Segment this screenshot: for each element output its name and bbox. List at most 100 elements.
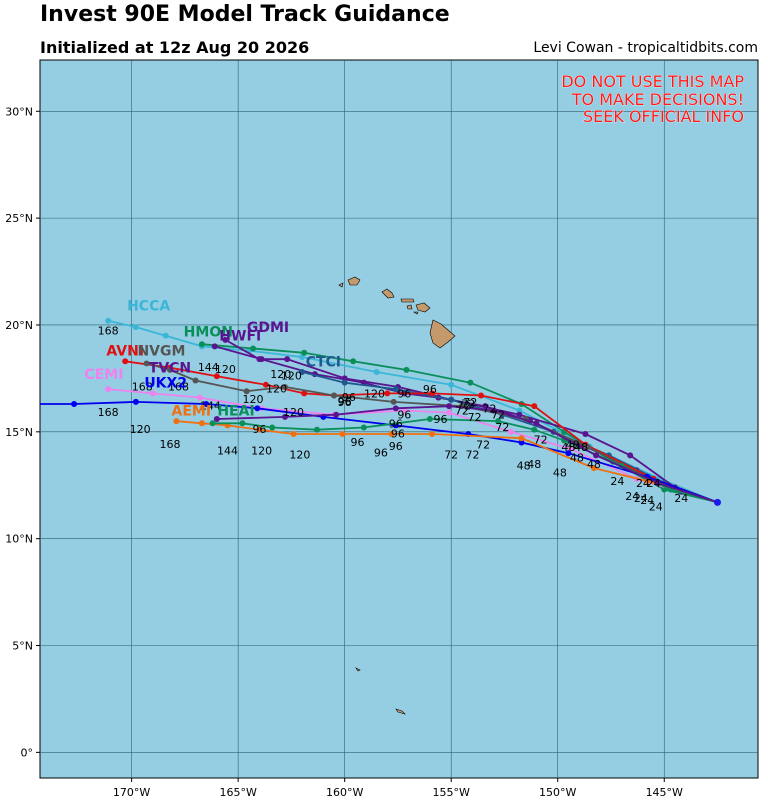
track-point-nvgm <box>192 377 199 384</box>
hour-label: 24 <box>625 490 639 503</box>
track-point-ukx2 <box>203 401 210 408</box>
warning-line-2: TO MAKE DECISIONS! <box>571 90 744 109</box>
track-point-hmon <box>403 366 410 373</box>
track-point-gdmi <box>582 430 589 437</box>
island-lanai <box>406 304 413 310</box>
track-point-aemi <box>429 430 436 437</box>
islet-south-1 <box>355 667 361 672</box>
warning-line-1: DO NOT USE THIS MAP <box>561 72 744 91</box>
track-point-avni <box>262 381 269 388</box>
hour-label: 24 <box>640 494 654 507</box>
ocean-background <box>39 59 759 779</box>
lat-tick-label: 20°N <box>5 319 33 332</box>
hour-label: 48 <box>517 459 531 472</box>
model-name-gdmi: GDMI <box>247 320 289 336</box>
lon-tick-label: 160°W <box>326 786 363 799</box>
map-title: Invest 90E Model Track Guidance <box>40 2 450 27</box>
track-point-nvgm <box>143 360 150 367</box>
track-point-hcca <box>162 332 169 339</box>
track-point-gdmi <box>284 356 291 363</box>
track-point-hmon <box>467 379 474 386</box>
hour-label: 168 <box>98 406 119 419</box>
hour-label: 48 <box>527 458 541 471</box>
hour-label: 96 <box>350 436 364 449</box>
hour-label: 96 <box>342 391 356 404</box>
hour-label: 96 <box>338 395 352 408</box>
lon-tick-label: 145°W <box>646 786 683 799</box>
hour-label: 96 <box>252 423 266 436</box>
hour-label: 48 <box>574 441 588 454</box>
track-point-cemi <box>446 409 453 416</box>
track-point-heai <box>495 418 502 425</box>
track-point-gdmi <box>627 452 634 459</box>
track-point-nvgm <box>243 388 250 395</box>
hour-label: 72 <box>444 449 458 462</box>
hour-label: 120 <box>130 423 151 436</box>
land-masses <box>338 276 456 715</box>
hour-label: 144 <box>200 399 221 412</box>
hour-label: 168 <box>98 325 119 338</box>
hour-label: 144 <box>217 444 238 457</box>
island-kahoolawe <box>413 311 419 315</box>
hour-label: 96 <box>374 447 388 460</box>
hour-label: 72 <box>455 404 469 417</box>
track-point-hcca <box>448 381 455 388</box>
track-point-aemi <box>388 430 395 437</box>
model-name-hwfi: HWFI <box>219 329 261 345</box>
hour-label: 24 <box>674 492 688 505</box>
island-kauai <box>347 276 361 286</box>
hour-label: 96 <box>389 440 403 453</box>
hour-label: 120 <box>215 363 236 376</box>
model-name-ukx2: UKX2 <box>144 376 187 392</box>
storm-start-point <box>714 498 722 506</box>
track-line-tvcn <box>216 405 718 504</box>
lat-tick-label: 25°N <box>5 212 33 225</box>
map-subtitle: Initialized at 12z Aug 20 2026 <box>40 38 310 57</box>
track-point-ukx2 <box>71 401 78 408</box>
track-point-nvgm <box>166 366 173 373</box>
hour-label: 72 <box>463 396 477 409</box>
track-point-tvcn <box>392 405 399 412</box>
track-line-aemi <box>176 420 718 504</box>
track-point-aemi <box>339 430 346 437</box>
track-point-hcca <box>516 407 523 414</box>
track-point-tvcn <box>282 413 289 420</box>
island-molokai <box>400 298 415 303</box>
track-point-heai <box>313 426 320 433</box>
track-point-ukx2 <box>132 398 139 405</box>
hour-label: 48 <box>561 441 575 454</box>
hour-label: 48 <box>587 458 601 471</box>
track-point-aemi <box>518 435 525 442</box>
hour-label: 72 <box>468 411 482 424</box>
track-point-cemi <box>507 428 514 435</box>
track-point-hmon <box>198 341 205 348</box>
track-point-hmon <box>301 349 308 356</box>
model-name-heai: HEAI <box>217 403 254 419</box>
track-point-avni <box>429 390 436 397</box>
track-point-ukx2 <box>518 439 525 446</box>
track-point-ukx2 <box>254 405 261 412</box>
hour-label: 120 <box>364 387 385 400</box>
track-point-nvgm <box>331 392 338 399</box>
hour-label: 96 <box>397 409 411 422</box>
track-point-avni <box>213 373 220 380</box>
track-point-ctci <box>299 368 306 375</box>
islet-south-2 <box>395 708 407 715</box>
model-name-ctci: CTCI <box>306 354 341 370</box>
island-niihau <box>338 282 344 288</box>
hour-label: 120 <box>266 382 287 395</box>
track-point-cemi <box>401 407 408 414</box>
model-name-nvgm: NVGM <box>137 344 185 360</box>
lat-tick-label: 30°N <box>5 105 33 118</box>
island-oahu <box>381 288 395 299</box>
hour-label: 24 <box>649 501 663 514</box>
track-point-hcca <box>132 324 139 331</box>
hour-label: 120 <box>283 406 304 419</box>
track-point-avni <box>122 358 129 365</box>
track-point-heai <box>209 420 216 427</box>
island-hawaii <box>429 319 456 349</box>
track-point-avni <box>301 390 308 397</box>
track-point-tvcn <box>654 480 661 487</box>
